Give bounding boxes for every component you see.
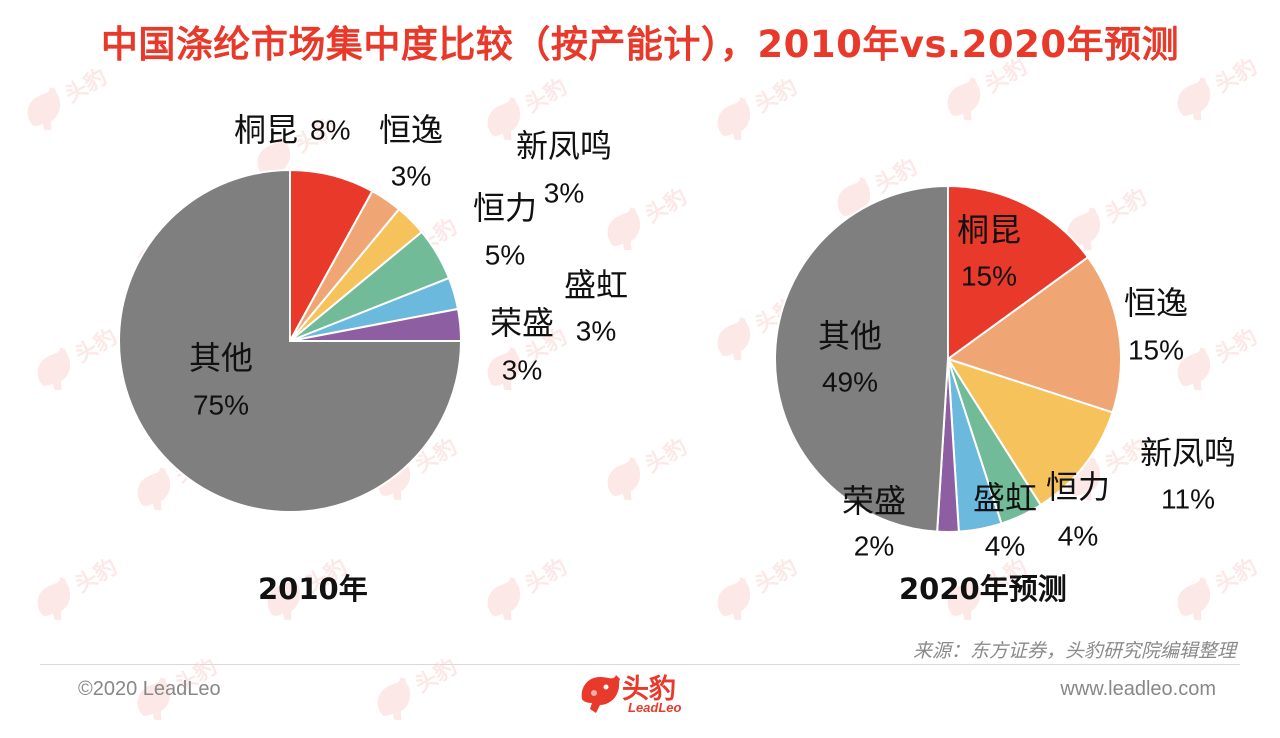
pie-2020-subtitle: 2020年预测	[899, 572, 1067, 606]
chart-title: 中国涤纶市场集中度比较（按产能计），2010年vs.2020年预测	[100, 23, 1180, 66]
pie-2010-value-盛虹: 3%	[576, 315, 616, 346]
pie-2020-label-恒力: 恒力	[1046, 468, 1110, 506]
pie-2010-label-恒力: 恒力	[473, 189, 537, 227]
pie-2010-value-其他: 75%	[193, 389, 249, 420]
pie-2020-label-盛虹: 盛虹	[973, 479, 1037, 517]
leopard-icon	[581, 675, 620, 713]
pie-2010-value-桐昆: 8%	[310, 114, 350, 145]
pie-2010-slice-其他	[118, 168, 463, 513]
pie-2020-slice-新凤鸣	[945, 357, 1114, 507]
pie-2010-value-新凤鸣: 3%	[544, 177, 584, 208]
pie-2020-value-桐昆: 15%	[961, 260, 1017, 291]
pie-2010-value-恒力: 5%	[485, 239, 525, 270]
pie-2020: 桐昆 15% 恒逸 15% 新凤鸣 11% 恒力 4% 盛虹 4% 荣盛 2% 其他 49%	[773, 184, 1236, 561]
logo-cn-text: 头豹	[622, 674, 676, 705]
pie-2020-slice-其他	[773, 184, 949, 533]
pie-2010-value-荣盛: 3%	[502, 354, 542, 385]
pie-2010-label-恒逸: 恒逸	[379, 111, 443, 149]
leadleo-logo: 头豹 LeadLeo	[578, 665, 706, 720]
pie-2010-label-盛虹: 盛虹	[564, 266, 628, 304]
pie-2010-label-桐昆: 桐昆	[234, 111, 298, 149]
logo-en-text: LeadLeo	[628, 700, 682, 715]
pie-2020-value-盛虹: 4%	[985, 530, 1025, 561]
pie-2010-label-新凤鸣: 新凤鸣	[516, 127, 612, 165]
pie-2020-slice-恒逸	[945, 255, 1122, 414]
pie-2020-value-荣盛: 2%	[854, 530, 894, 561]
pie-2020-label-荣盛: 荣盛	[842, 482, 906, 520]
pie-2020-label-其他: 其他	[818, 317, 882, 355]
pie-2020-slice-桐昆	[947, 184, 1090, 361]
pie-2020-label-新凤鸣: 新凤鸣	[1140, 434, 1236, 472]
pie-2010-subtitle: 2010年	[258, 572, 368, 606]
pie-2010-value-恒逸: 3%	[391, 160, 431, 191]
pie-2010-label-其他: 其他	[189, 339, 253, 377]
pie-2020-label-恒逸: 恒逸	[1124, 284, 1188, 322]
pie-2020-value-恒逸: 15%	[1128, 334, 1184, 365]
charts-canvas: 桐昆 8% 恒逸3%新凤鸣3%恒力5%盛虹3%荣盛3%其他75%桐昆15%恒逸15%…	[118, 111, 1236, 561]
source-note: 来源：东方证券，头豹研究院编辑整理	[912, 640, 1236, 662]
footer-divider	[40, 664, 1240, 665]
pie-2010-label-荣盛: 荣盛	[490, 304, 554, 342]
copyright-text: ©2020 LeadLeo	[78, 678, 221, 700]
pie-2020-value-其他: 49%	[822, 366, 878, 397]
website-link[interactable]: www.leadleo.com	[1060, 678, 1216, 700]
pie-2020-label-桐昆: 桐昆	[957, 211, 1021, 249]
pie-2020-value-恒力: 4%	[1058, 520, 1098, 551]
pie-2020-value-新凤鸣: 11%	[1161, 483, 1215, 514]
